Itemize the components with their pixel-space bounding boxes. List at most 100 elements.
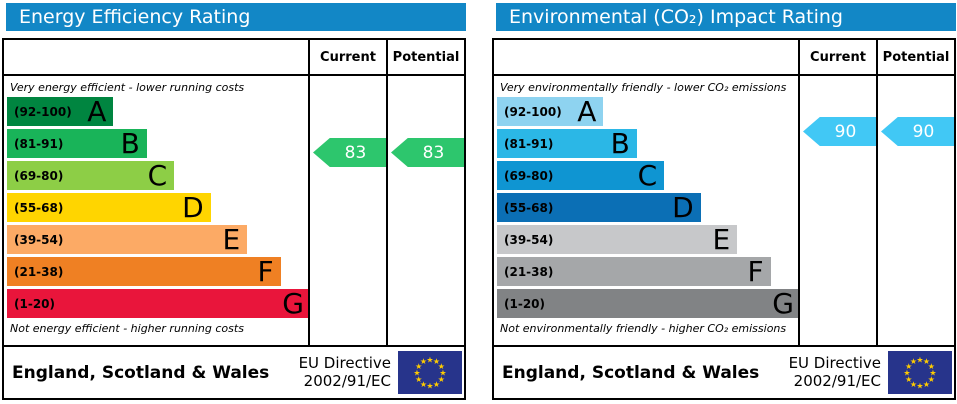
band-range: (81-91) (14, 136, 64, 151)
svg-text:★: ★ (415, 362, 422, 371)
band-e: (39-54) E (7, 222, 248, 256)
band-scale: Very environmentally friendly - lower CO… (494, 76, 798, 345)
band-c: (69-80) C (7, 158, 175, 192)
band-letter: B (120, 126, 140, 160)
eu-directive-label: EU Directive 2002/91/EC (298, 354, 391, 390)
svg-text:★: ★ (426, 356, 433, 365)
panel-environmental-impact: Environmental (CO₂) Impact Rating Curren… (492, 0, 956, 404)
band-e: (39-54) E (497, 222, 738, 256)
band-g: (1-20) G (497, 289, 798, 318)
energy-rating-table: Current Potential Very energy efficient … (2, 38, 466, 400)
current-rating-arrow: 83 (313, 138, 386, 167)
svg-text:★: ★ (903, 369, 910, 378)
bottom-note: Not energy efficient - higher running co… (10, 322, 244, 335)
band-f: (21-38) F (497, 257, 771, 286)
band-letter: G (772, 286, 794, 320)
band-c: (69-80) C (497, 158, 665, 192)
potential-rating-value: 83 (422, 142, 445, 163)
svg-text:★: ★ (928, 375, 935, 384)
bands: (92-100) A (81-91) B (69-80) C (55-68) D (4, 97, 308, 318)
band-letter: E (222, 222, 241, 256)
band-a: (92-100) A (497, 94, 604, 128)
panel-title-energy: Energy Efficiency Rating (6, 3, 466, 31)
svg-text:★: ★ (438, 375, 445, 384)
svg-text:★: ★ (433, 380, 440, 389)
top-note: Very environmentally friendly - lower CO… (500, 81, 787, 94)
band-range: (81-91) (504, 136, 554, 151)
environmental-rating-table: Current Potential Very environmentally f… (492, 38, 956, 400)
potential-rating-value: 90 (912, 121, 935, 142)
band-f: (21-38) F (7, 257, 281, 286)
band-range: (21-38) (14, 264, 64, 279)
potential-column: 83 (386, 76, 464, 345)
eu-flag-icon: ★ ★★ ★★★ ★★★ ★★★ (888, 351, 952, 394)
band-letter: D (182, 190, 204, 224)
column-header-current: Current (308, 40, 386, 76)
band-range: (39-54) (14, 232, 64, 247)
current-column: 90 (798, 76, 876, 345)
band-range: (69-80) (14, 168, 64, 183)
svg-text:★: ★ (413, 369, 420, 378)
svg-text:★: ★ (420, 357, 427, 366)
svg-text:★: ★ (910, 380, 917, 389)
svg-text:★: ★ (905, 375, 912, 384)
band-scale: Very energy efficient - lower running co… (4, 76, 308, 345)
potential-rating-arrow: 83 (391, 138, 464, 167)
svg-text:★: ★ (426, 382, 433, 391)
header-spacer (4, 40, 308, 76)
current-rating-value: 90 (834, 121, 857, 142)
band-g: (1-20) G (7, 289, 308, 318)
current-column: 83 (308, 76, 386, 345)
top-note: Very energy efficient - lower running co… (10, 81, 245, 94)
band-d: (55-68) D (7, 193, 211, 222)
svg-text:★: ★ (916, 382, 923, 391)
band-a: (92-100) A (7, 97, 114, 126)
band-range: (39-54) (504, 232, 554, 247)
band-range: (92-100) (14, 104, 72, 119)
panel-title-environmental: Environmental (CO₂) Impact Rating (496, 3, 956, 31)
band-letter: C (147, 158, 168, 192)
band-letter: C (637, 158, 658, 192)
band-letter: A (577, 94, 597, 128)
column-header-potential: Potential (876, 40, 954, 76)
svg-text:★: ★ (415, 375, 422, 384)
svg-text:★: ★ (916, 356, 923, 365)
svg-text:★: ★ (929, 369, 936, 378)
band-b: (81-91) B (497, 129, 637, 158)
footer: England, Scotland & Wales EU Directive 2… (494, 345, 954, 398)
band-range: (92-100) (504, 104, 562, 119)
svg-text:★: ★ (420, 380, 427, 389)
current-rating-value: 83 (344, 142, 367, 163)
band-letter: F (747, 254, 764, 288)
footer: England, Scotland & Wales EU Directive 2… (4, 345, 464, 398)
svg-text:★: ★ (910, 357, 917, 366)
band-letter: F (257, 254, 274, 288)
potential-rating-arrow: 90 (881, 117, 954, 146)
eu-directive-line1: EU Directive (788, 354, 881, 373)
band-range: (1-20) (14, 296, 55, 311)
bands: (92-100) A (81-91) B (69-80) C (55-68) D (494, 97, 798, 318)
band-b: (81-91) B (7, 129, 147, 158)
eu-directive-line2: 2002/91/EC (793, 371, 881, 390)
eu-directive-label: EU Directive 2002/91/EC (788, 354, 881, 390)
svg-text:★: ★ (433, 357, 440, 366)
band-letter: B (610, 126, 630, 160)
band-range: (69-80) (504, 168, 554, 183)
svg-text:★: ★ (923, 357, 930, 366)
band-range: (1-20) (504, 296, 545, 311)
band-range: (55-68) (14, 200, 64, 215)
svg-text:★: ★ (438, 362, 445, 371)
header-spacer (494, 40, 798, 76)
band-letter: D (672, 190, 694, 224)
panel-energy-efficiency: Energy Efficiency Rating Current Potenti… (2, 0, 466, 404)
band-range: (55-68) (504, 200, 554, 215)
band-letter: E (712, 222, 731, 256)
column-header-current: Current (798, 40, 876, 76)
band-letter: G (282, 286, 304, 320)
svg-text:★: ★ (928, 362, 935, 371)
svg-text:★: ★ (923, 380, 930, 389)
region-label: England, Scotland & Wales (12, 362, 270, 383)
eu-directive-line1: EU Directive (298, 354, 391, 373)
region-label: England, Scotland & Wales (502, 362, 760, 383)
